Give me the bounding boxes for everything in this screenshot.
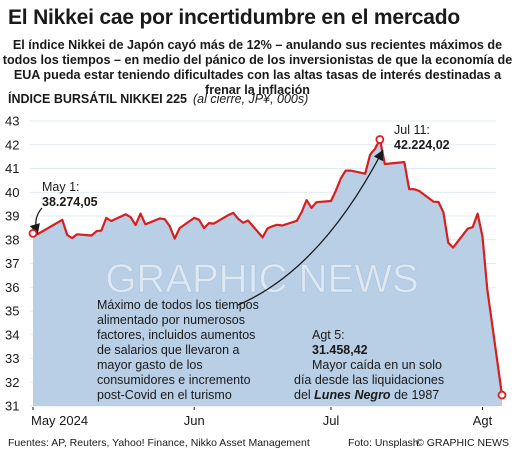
- page-title: El Nikkei cae por incertidumbre en el me…: [8, 6, 461, 29]
- price-line: [32, 138, 504, 396]
- annotation-rally: Máximo de todos los tiempos alimentado po…: [97, 298, 259, 403]
- ytick-layer: 43 42 41 40 39 38 37 36 35 34 33 32 31: [5, 114, 19, 414]
- annotation-low-note-3: del Lunes Negro de 1987: [294, 388, 444, 403]
- y-tick-label: 36: [5, 280, 19, 295]
- y-tick-label: 34: [5, 327, 19, 342]
- annotation-start-label: May 1:: [42, 180, 80, 194]
- watermark-layer: GRAPHIC NEWS: [105, 257, 419, 302]
- marker-peak: [375, 135, 385, 144]
- annotation-start: May 1: 38.274,05: [42, 180, 98, 210]
- x-tick-label: Jul: [323, 413, 340, 428]
- marker-low: [497, 390, 507, 400]
- y-tick-label: 39: [5, 209, 19, 224]
- y-tick-label: 35: [5, 304, 19, 319]
- y-tick-label: 41: [5, 161, 19, 176]
- annotation-low-note-em: Lunes Negro: [314, 388, 391, 402]
- annotation-rally-line: alimentado por numerosos: [97, 313, 245, 327]
- annotation-low: Agt 5: 31.458,42 Mayor caída en un solo …: [294, 328, 444, 403]
- y-tick-label: 33: [5, 351, 19, 366]
- annotation-peak-label: Jul 11:: [394, 123, 430, 137]
- annotation-rally-line: factores, incluidos aumentos: [97, 328, 256, 342]
- annotation-low-note-1: Mayor caída en un solo: [312, 358, 442, 372]
- x-tick-label: May 2024: [31, 413, 88, 428]
- annotation-peak: Jul 11: 42.224,02: [394, 123, 450, 153]
- footer-photo: Foto: Unsplash: [348, 437, 419, 449]
- annotation-rally-line: Máximo de todos los tiempos: [97, 298, 259, 312]
- annotation-low-note-2: día desde las liquidaciones: [294, 373, 444, 388]
- annotation-low-note-2c: de 1987: [394, 388, 440, 402]
- y-tick-label: 37: [5, 256, 19, 271]
- marker-layer: [28, 135, 507, 400]
- y-tick-label: 38: [5, 232, 19, 247]
- footer-brand: © GRAPHIC NEWS: [416, 437, 509, 449]
- footer: Fuentes: AP, Reuters, Yahoo! Finance, Ni…: [8, 437, 509, 449]
- chart-heading: ÍNDICE BURSÁTIL NIKKEI 225 (al cierre, JP…: [8, 92, 308, 106]
- annotation-rally-line: mayor gasto de los: [97, 358, 203, 372]
- annotation-low-value: 31.458,42: [312, 343, 368, 357]
- y-tick-label: 42: [5, 137, 19, 152]
- footer-sources: Fuentes: AP, Reuters, Yahoo! Finance, Ni…: [8, 437, 310, 449]
- annotation-low-note-2a: día desde las liquidaciones: [294, 373, 445, 387]
- chart-units: (al cierre, JP¥, 000s): [192, 92, 309, 106]
- annotation-low-note-2b: del: [294, 388, 311, 402]
- annotation-rally-line: consumidores e incremento: [97, 373, 251, 387]
- annotation-rally-line: post-Covid en el turismo: [97, 388, 232, 402]
- watermark-text: GRAPHIC NEWS: [105, 257, 418, 301]
- annotation-low-label: Agt 5:: [312, 328, 345, 342]
- area-fill: [33, 139, 502, 406]
- y-tick-label: 31: [5, 399, 19, 414]
- x-tick-label: Jun: [184, 413, 205, 428]
- x-tick-label: Agt: [473, 413, 493, 428]
- marker-start: [28, 228, 38, 238]
- annotation-peak-value: 42.224,02: [394, 138, 450, 152]
- xtick-layer: May 2024 Jun Jul Agt: [31, 407, 493, 428]
- y-tick-label: 40: [5, 185, 19, 200]
- arrow-rally: [237, 149, 384, 306]
- page-subtitle: El índice Nikkei de Japón cayó más de 12…: [2, 38, 513, 97]
- arrow-start: [29, 207, 43, 235]
- y-tick-label: 43: [5, 114, 19, 129]
- chart-title: ÍNDICE BURSÁTIL NIKKEI 225: [8, 92, 187, 106]
- annotation-start-value: 38.274,05: [42, 195, 98, 209]
- y-tick-label: 32: [5, 375, 19, 390]
- annotation-rally-line: de salarios que llevaron a: [97, 343, 240, 357]
